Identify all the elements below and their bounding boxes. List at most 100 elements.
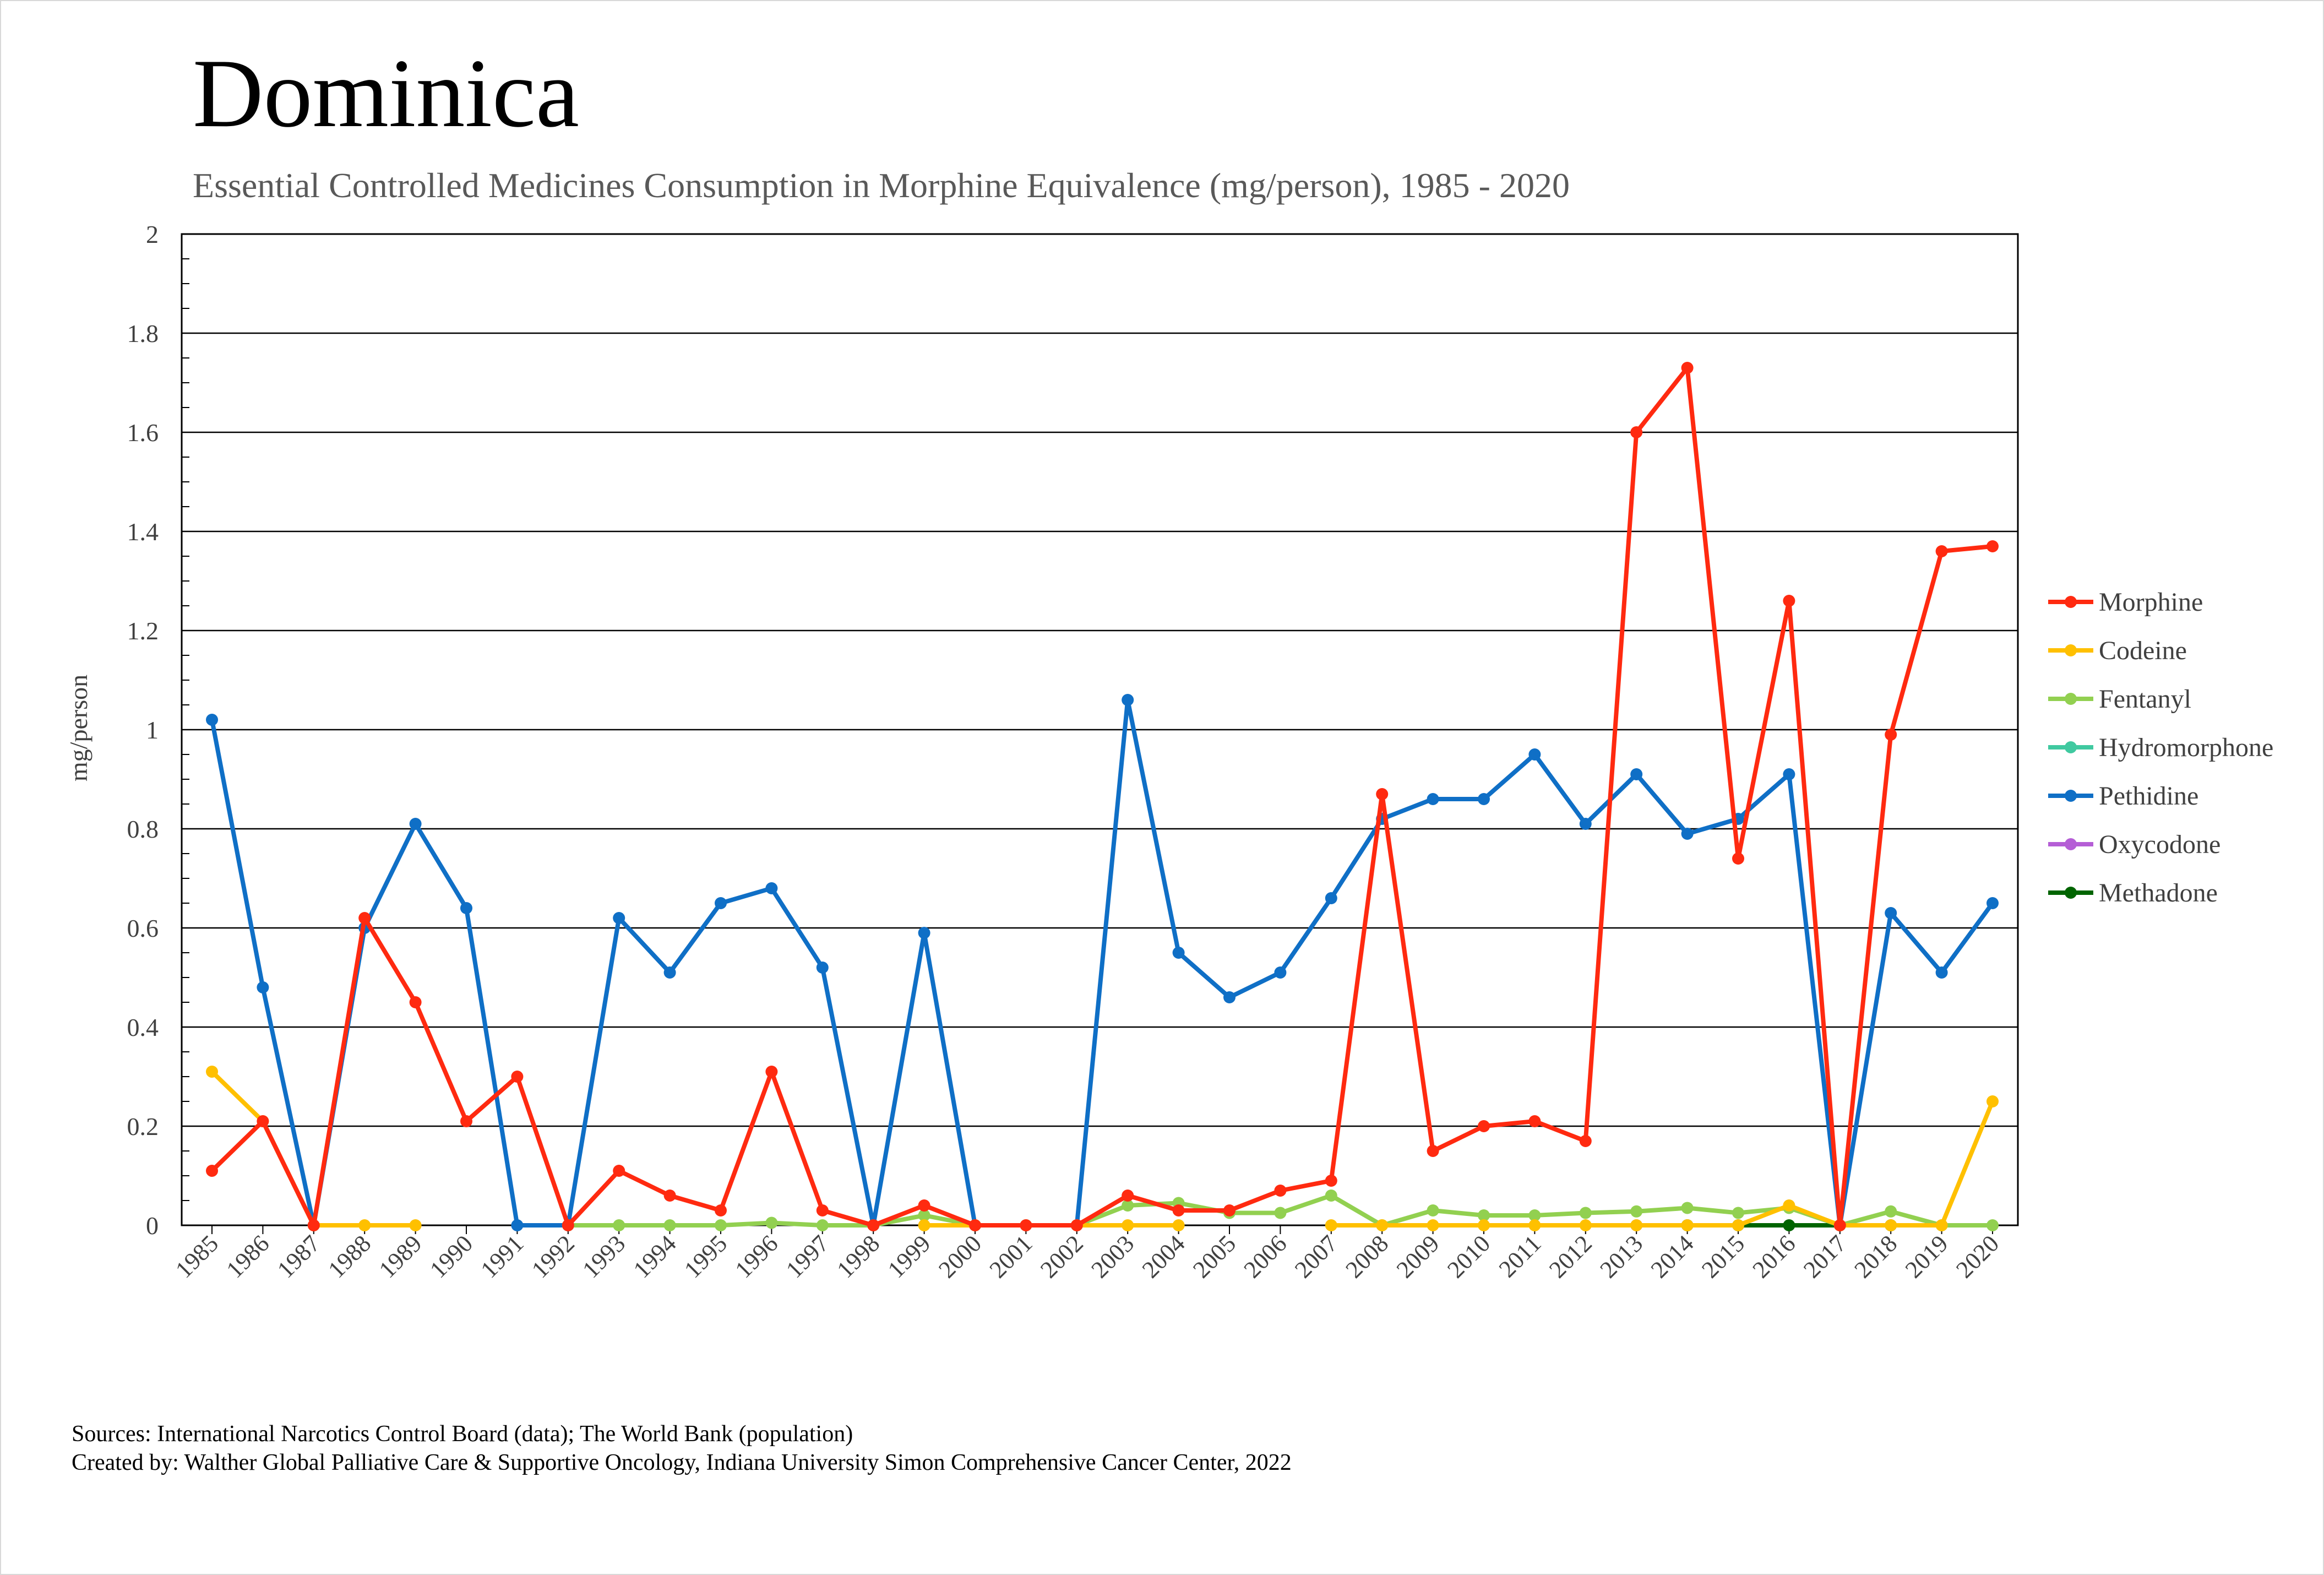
data-point-pethidine [765,882,778,894]
y-tick-label: 2 [146,220,159,248]
legend-label: Codeine [2099,636,2187,665]
x-tick-label: 2004 [1137,1230,1190,1283]
x-tick-label: 2018 [1849,1230,1902,1283]
x-tick-label: 1993 [577,1230,630,1283]
data-point-pethidine [1478,793,1490,805]
data-point-codeine [1528,1219,1541,1231]
data-point-fentanyl [1630,1205,1643,1218]
data-point-fentanyl [1122,1199,1134,1212]
legend-item-fentanyl: Fentanyl [2048,685,2191,714]
x-tick-label: 2001 [984,1230,1038,1283]
legend-item-morphine: Morphine [2048,588,2203,617]
x-tick-label: 1989 [374,1230,427,1283]
x-tick-label: 2005 [1188,1230,1241,1283]
chart-footer: Sources: International Narcotics Control… [72,1420,1292,1477]
sources-note: Sources: International Narcotics Control… [72,1421,853,1447]
data-point-codeine [1376,1219,1389,1231]
data-point-pethidine [1630,768,1643,780]
data-point-methadone [1783,1219,1795,1231]
chart-title: Dominica [193,39,579,148]
x-tick-label: 1986 [221,1230,275,1283]
data-point-pethidine [1935,966,1948,979]
legend-item-oxycodone: Oxycodone [2048,830,2220,859]
series-line-codeine [1329,1099,1995,1228]
x-tick-label: 1992 [526,1230,580,1283]
legend-swatch-marker [2065,838,2077,850]
data-point-morphine [918,1199,930,1212]
data-point-morphine [460,1115,472,1127]
legend-swatch-marker [2065,790,2077,802]
data-point-pethidine [1172,947,1185,959]
legend-label: Fentanyl [2099,685,2191,714]
data-point-morphine [1070,1219,1083,1231]
data-point-codeine [1885,1219,1897,1231]
y-tick-label: 0 [146,1212,159,1240]
legend: Morphine Codeine Fentanyl Hydromorphone Peth… [2048,588,2273,908]
data-point-morphine [511,1071,524,1083]
data-point-pethidine [1223,991,1236,1003]
data-point-morphine [1732,852,1744,865]
data-point-pethidine [1427,793,1439,805]
series-lines [206,362,1999,1231]
created-by-note: Created by: Walther Global Palliative Ca… [72,1450,1292,1475]
x-tick-label: 2003 [1086,1230,1139,1283]
data-point-morphine [969,1219,981,1231]
data-point-morphine [1579,1135,1592,1147]
data-point-pethidine [1325,892,1337,904]
data-point-pethidine [1986,897,1999,909]
x-tick-label: 2015 [1696,1230,1750,1283]
y-tick-label: 0.4 [127,1013,159,1041]
x-tick-label: 2019 [1900,1230,1953,1283]
y-tick-label: 1 [146,716,159,744]
x-tick-label: 2008 [1340,1230,1394,1283]
x-tick-label: 2000 [933,1230,987,1283]
data-point-pethidine [1122,694,1134,706]
x-tick-labels: 1985198619871988198919901991199219931994… [170,1230,2004,1283]
data-point-pethidine [409,818,422,830]
x-tick-label: 2017 [1798,1230,1852,1283]
data-point-morphine [257,1115,269,1127]
x-tick-label: 1991 [476,1230,529,1283]
data-point-fentanyl [715,1219,727,1231]
data-point-fentanyl [1579,1207,1592,1219]
data-point-fentanyl [1427,1204,1439,1216]
data-point-morphine [663,1190,676,1202]
data-point-fentanyl [1681,1202,1694,1214]
data-point-fentanyl [1528,1209,1541,1221]
data-point-pethidine [1681,828,1694,840]
x-tick-label: 1998 [831,1230,885,1283]
data-point-codeine [918,1219,930,1231]
data-point-pethidine [613,912,625,924]
x-tick-label: 2016 [1748,1230,1801,1283]
data-point-pethidine [460,902,472,914]
data-point-morphine [1223,1204,1236,1216]
data-point-morphine [409,996,422,1008]
x-tick-label: 1999 [883,1230,936,1283]
x-tick-label: 1990 [424,1230,478,1283]
data-point-pethidine [715,897,727,909]
data-point-codeine [1325,1219,1337,1231]
data-point-pethidine [1579,818,1592,830]
data-point-morphine [1020,1219,1032,1231]
data-point-codeine [1681,1219,1694,1231]
data-point-morphine [1478,1120,1490,1132]
y-tick-label: 0.8 [127,815,159,843]
data-point-codeine [358,1219,371,1231]
data-point-codeine [1427,1219,1439,1231]
data-point-morphine [613,1165,625,1177]
data-point-morphine [1274,1185,1287,1197]
x-tick-label: 2007 [1289,1230,1343,1283]
legend-label: Methadone [2099,878,2218,908]
x-tick-label: 2012 [1544,1230,1597,1283]
data-point-morphine [1885,729,1897,741]
data-point-morphine [867,1219,880,1231]
y-tick-label: 1.6 [127,419,159,447]
x-tick-label: 2020 [1951,1230,2004,1283]
data-point-codeine [1122,1219,1134,1231]
data-point-pethidine [1528,748,1541,761]
data-point-codeine [1172,1219,1185,1231]
data-point-pethidine [816,962,829,974]
legend-swatch-marker [2065,596,2077,608]
legend-item-hydromorphone: Hydromorphone [2048,733,2273,762]
data-point-fentanyl [1274,1207,1287,1219]
